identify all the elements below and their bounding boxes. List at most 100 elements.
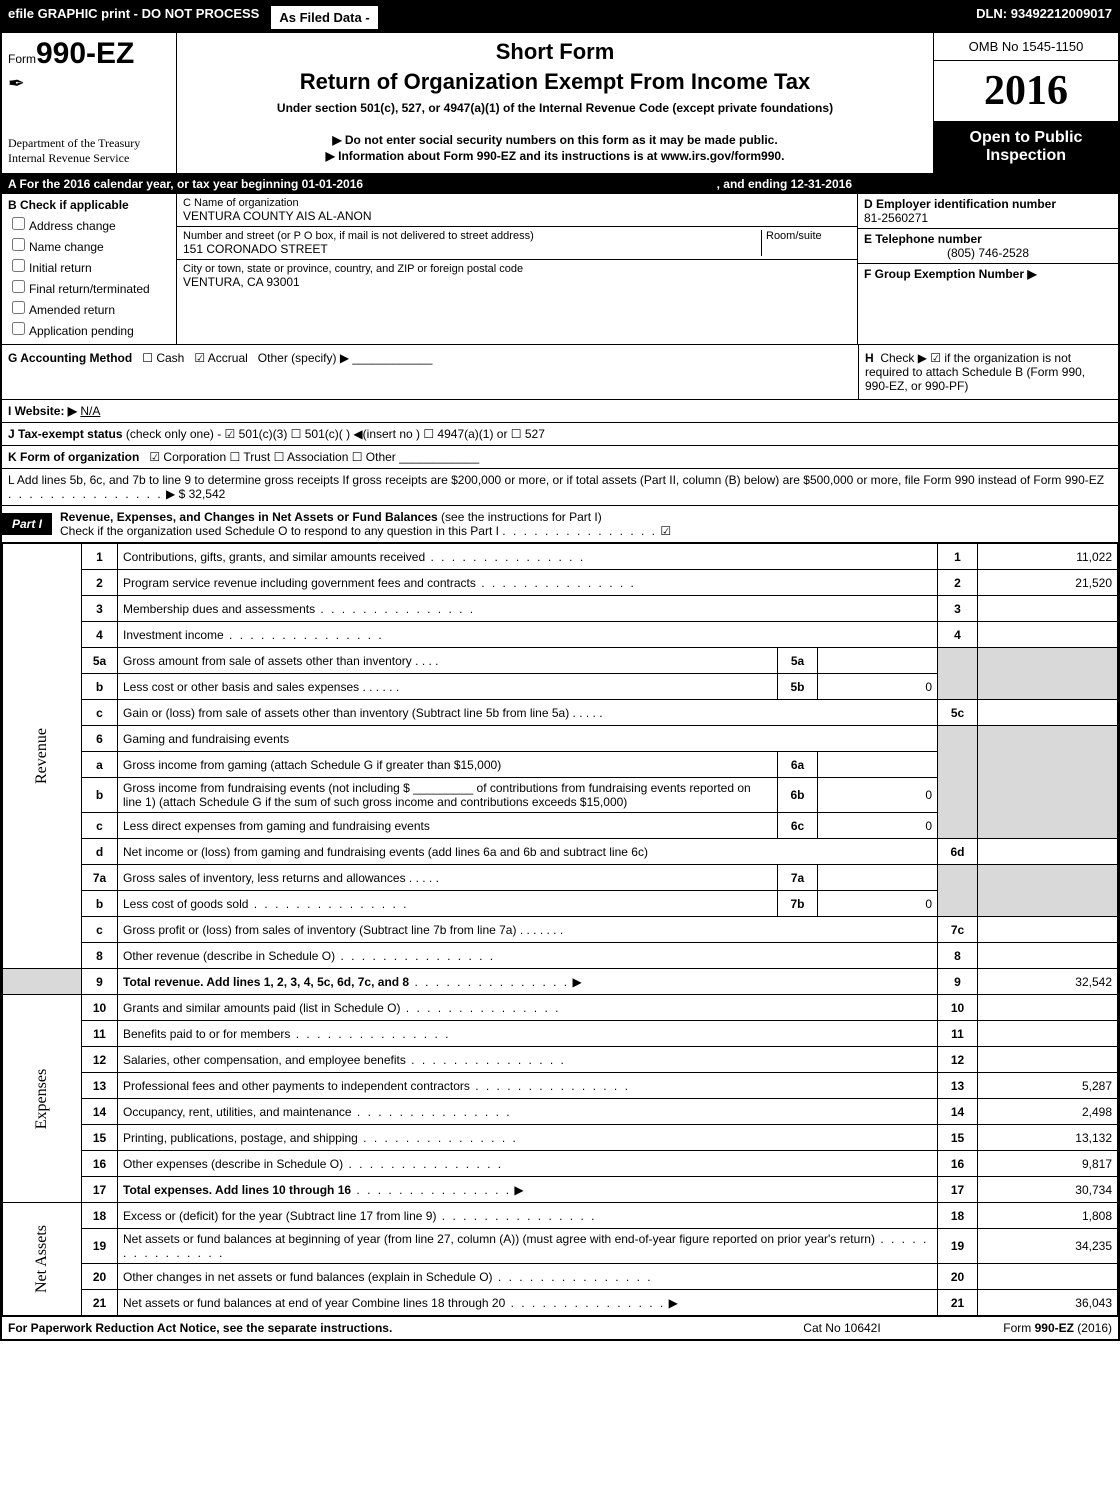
tax-year: 2016 xyxy=(934,61,1118,121)
i-label: I Website: ▶ xyxy=(8,404,77,418)
chk-label: Name change xyxy=(29,240,104,254)
lineno: 9 xyxy=(82,969,118,995)
line-amount xyxy=(978,943,1118,969)
lineno: 2 xyxy=(82,570,118,596)
l-amt-label: ▶ $ xyxy=(166,487,185,501)
line-desc: Net assets or fund balances at end of ye… xyxy=(123,1296,505,1310)
section-b-title: B Check if applicable xyxy=(8,198,170,212)
row-j: J Tax-exempt status (check only one) - ☑… xyxy=(2,423,1118,446)
box-no: 3 xyxy=(938,596,978,622)
chk-label: Initial return xyxy=(29,261,92,275)
line-amount: 21,520 xyxy=(978,570,1118,596)
chk-initial-return[interactable]: Initial return xyxy=(8,256,170,275)
line-desc: Total revenue. Add lines 1, 2, 3, 4, 5c,… xyxy=(123,975,409,989)
lineno: 11 xyxy=(82,1021,118,1047)
line-desc: Net income or (loss) from gaming and fun… xyxy=(123,845,648,859)
footer-year: 2016 xyxy=(1081,1321,1108,1335)
lineno: b xyxy=(82,778,118,813)
box-no: 9 xyxy=(938,969,978,995)
lineno: 21 xyxy=(82,1290,118,1316)
part-i-check-text: Check if the organization used Schedule … xyxy=(60,524,499,538)
row-l: L Add lines 5b, 6c, and 7b to line 9 to … xyxy=(2,469,1118,506)
line-amount xyxy=(978,1264,1118,1290)
line-amount: 32,542 xyxy=(978,969,1118,995)
line-desc: Benefits paid to or for members xyxy=(123,1027,290,1041)
box-no: 14 xyxy=(938,1099,978,1125)
lineno: 12 xyxy=(82,1047,118,1073)
instr-line2-text: ▶ Information about Form 990-EZ and its … xyxy=(326,149,785,163)
lineno: c xyxy=(82,813,118,839)
line-desc: Membership dues and assessments xyxy=(123,602,315,616)
header-left: Form990-EZ ✒ Department of the Treasury … xyxy=(2,33,177,173)
form-num: 990-EZ xyxy=(36,37,134,70)
section-b: B Check if applicable Address change Nam… xyxy=(2,194,177,344)
box-no: 11 xyxy=(938,1021,978,1047)
org-address: 151 CORONADO STREET xyxy=(183,242,761,256)
chk-final-return[interactable]: Final return/terminated xyxy=(8,277,170,296)
line-amount xyxy=(978,995,1118,1021)
box-no: 15 xyxy=(938,1125,978,1151)
g-label: G Accounting Method xyxy=(8,351,132,365)
c-city-label: City or town, state or province, country… xyxy=(183,263,851,275)
box-no: 20 xyxy=(938,1264,978,1290)
line-amount: 36,043 xyxy=(978,1290,1118,1316)
line-desc: Less cost or other basis and sales expen… xyxy=(123,680,359,694)
box-no: 13 xyxy=(938,1073,978,1099)
lineno: 6 xyxy=(82,726,118,752)
lineno: a xyxy=(82,752,118,778)
line-amount xyxy=(978,1021,1118,1047)
efile-label: efile GRAPHIC print - DO NOT PROCESS xyxy=(2,2,265,33)
footer-right: Form 990-EZ (2016) xyxy=(932,1321,1112,1335)
chk-amended-return[interactable]: Amended return xyxy=(8,298,170,317)
header-center: Short Form Return of Organization Exempt… xyxy=(177,33,933,173)
line-desc: Total expenses. Add lines 10 through 16 xyxy=(123,1183,351,1197)
j-label: J Tax-exempt status xyxy=(8,427,123,441)
lineno: 1 xyxy=(82,544,118,570)
sub-amount: 0 xyxy=(818,891,938,917)
chk-address-change[interactable]: Address change xyxy=(8,214,170,233)
org-name: VENTURA COUNTY AIS AL-ANON xyxy=(183,209,851,223)
side-revenue: Revenue xyxy=(3,544,82,969)
form-page: efile GRAPHIC print - DO NOT PROCESS As … xyxy=(0,0,1120,1341)
line-amount: 13,132 xyxy=(978,1125,1118,1151)
lineno: 20 xyxy=(82,1264,118,1290)
lineno: 18 xyxy=(82,1203,118,1229)
c-room-label: Room/suite xyxy=(766,230,851,242)
row-i: I Website: ▶ N/A xyxy=(2,400,1118,423)
part-i-title-text: Revenue, Expenses, and Changes in Net As… xyxy=(60,510,438,524)
j-text: (check only one) - ☑ 501(c)(3) ☐ 501(c)(… xyxy=(126,427,545,441)
row-g-h: G Accounting Method ☐ Cash ☑ Accrual Oth… xyxy=(2,345,1118,400)
line-amount xyxy=(978,917,1118,943)
short-form-title: Short Form xyxy=(185,39,925,65)
chk-label: Amended return xyxy=(29,303,115,317)
side-netassets-text: Net Assets xyxy=(33,1225,51,1293)
footer-formnum: 990-EZ xyxy=(1035,1321,1074,1335)
side-expenses: Expenses xyxy=(3,995,82,1203)
chk-name-change[interactable]: Name change xyxy=(8,235,170,254)
sub-box: 7a xyxy=(778,865,818,891)
section-def: D Employer identification number 81-2560… xyxy=(858,194,1118,344)
e-value: (805) 746-2528 xyxy=(864,246,1112,260)
sub-amount: 0 xyxy=(818,778,938,813)
d-label: D Employer identification number xyxy=(864,197,1112,211)
instr-line1: ▶ Do not enter social security numbers o… xyxy=(185,133,925,147)
sub-box: 5a xyxy=(778,648,818,674)
c-name-label: C Name of organization xyxy=(183,197,851,209)
box-no: 18 xyxy=(938,1203,978,1229)
h-label: H xyxy=(865,351,874,365)
line-amount: 1,808 xyxy=(978,1203,1118,1229)
k-text: ☑ Corporation ☐ Trust ☐ Association ☐ Ot… xyxy=(149,450,395,464)
footer-center: Cat No 10642I xyxy=(752,1321,932,1335)
line-desc: Gaming and fundraising events xyxy=(123,732,289,746)
treasury-icon: ✒ xyxy=(8,71,170,96)
line-desc: Less direct expenses from gaming and fun… xyxy=(123,819,430,833)
k-label: K Form of organization xyxy=(8,450,139,464)
lineno: b xyxy=(82,891,118,917)
lineno: 3 xyxy=(82,596,118,622)
line-amount: 5,287 xyxy=(978,1073,1118,1099)
line-desc: Gross profit or (loss) from sales of inv… xyxy=(123,923,516,937)
chk-application-pending[interactable]: Application pending xyxy=(8,319,170,338)
line-desc: Gross income from fundraising events (no… xyxy=(123,781,751,809)
return-title: Return of Organization Exempt From Incom… xyxy=(185,69,925,95)
line-desc: Program service revenue including govern… xyxy=(123,576,476,590)
